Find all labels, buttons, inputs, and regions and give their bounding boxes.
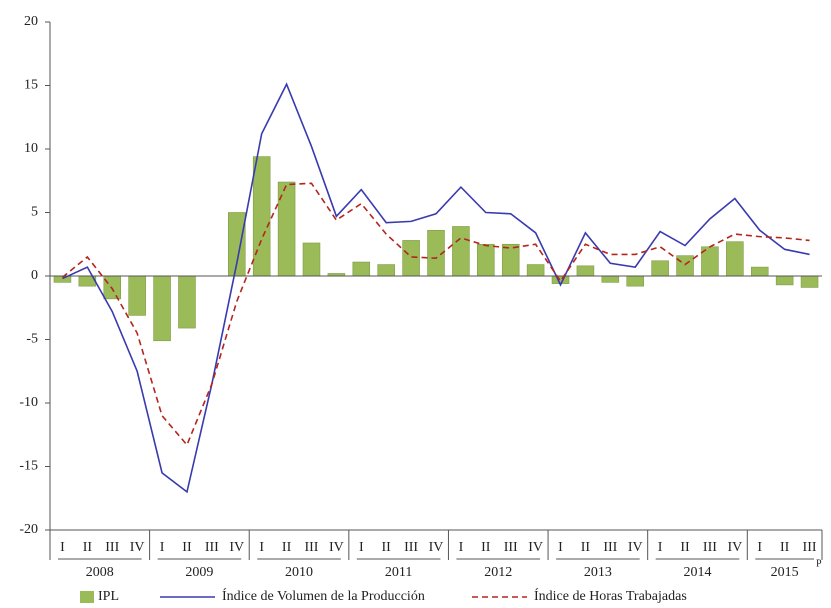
y-tick-label: 10 bbox=[24, 141, 38, 156]
legend-swatch bbox=[80, 591, 94, 603]
x-tick-label: IV bbox=[130, 540, 145, 555]
x-tick-label: IV bbox=[329, 540, 344, 555]
x-tick-label: IV bbox=[429, 540, 444, 555]
y-tick-label: 15 bbox=[24, 78, 38, 93]
year-label: 2013 bbox=[584, 565, 612, 580]
bar bbox=[626, 275, 644, 287]
x-tick-label: II bbox=[680, 540, 690, 555]
year-label: 2011 bbox=[385, 565, 412, 580]
bar bbox=[501, 243, 520, 277]
x-tick-label: III bbox=[603, 540, 617, 555]
x-tick-label: I bbox=[359, 540, 364, 555]
year-note: P bbox=[816, 558, 822, 569]
x-tick-label: III bbox=[703, 540, 717, 555]
bar bbox=[477, 243, 495, 277]
bar bbox=[377, 264, 395, 277]
x-tick-label: II bbox=[282, 540, 292, 555]
x-tick-label: III bbox=[105, 540, 119, 555]
bar bbox=[526, 264, 545, 277]
y-tick-label: -5 bbox=[26, 332, 38, 347]
x-tick-label: I bbox=[658, 540, 663, 555]
x-tick-label: I bbox=[160, 540, 165, 555]
year-label: 2014 bbox=[683, 565, 711, 580]
bar bbox=[153, 275, 171, 342]
x-tick-label: II bbox=[182, 540, 192, 555]
x-tick-label: II bbox=[83, 540, 93, 555]
bar bbox=[128, 275, 146, 316]
y-tick-label: -10 bbox=[19, 395, 38, 410]
x-tick-label: III bbox=[205, 540, 219, 555]
bar bbox=[775, 275, 794, 286]
x-tick-label: III bbox=[803, 540, 817, 555]
year-label: 2009 bbox=[185, 565, 213, 580]
x-tick-label: III bbox=[304, 540, 318, 555]
y-tick-label: 0 bbox=[31, 268, 38, 283]
bar bbox=[750, 266, 769, 277]
line-series bbox=[62, 82, 810, 494]
y-tick-label: 5 bbox=[31, 205, 38, 220]
bar bbox=[178, 275, 196, 329]
bar bbox=[651, 260, 669, 277]
x-tick-label: IV bbox=[727, 540, 742, 555]
bar bbox=[551, 275, 570, 284]
year-label: 2008 bbox=[86, 565, 114, 580]
bar bbox=[800, 275, 819, 288]
year-label: 2015 bbox=[771, 565, 799, 580]
bar bbox=[352, 261, 371, 277]
x-tick-label: II bbox=[481, 540, 491, 555]
bar bbox=[601, 275, 620, 283]
year-label: 2012 bbox=[484, 565, 512, 580]
line-series bbox=[61, 182, 810, 447]
x-tick-label: IV bbox=[229, 540, 244, 555]
y-tick-label: 20 bbox=[24, 14, 38, 29]
bar bbox=[402, 240, 420, 277]
x-tick-label: II bbox=[382, 540, 392, 555]
y-tick-label: -20 bbox=[19, 522, 38, 537]
x-tick-label: IV bbox=[628, 540, 643, 555]
bar bbox=[252, 156, 271, 277]
x-tick-label: IV bbox=[528, 540, 543, 555]
year-label: 2010 bbox=[285, 565, 313, 580]
legend-label: Índice de Volumen de la Producción bbox=[222, 587, 425, 604]
x-tick-label: III bbox=[404, 540, 418, 555]
x-tick-label: I bbox=[558, 540, 563, 555]
x-tick-label: I bbox=[757, 540, 762, 555]
x-tick-label: II bbox=[581, 540, 591, 555]
bar bbox=[452, 226, 470, 277]
x-tick-label: I bbox=[60, 540, 65, 555]
x-tick-label: II bbox=[780, 540, 790, 555]
legend-label: Índice de Horas Trabajadas bbox=[534, 587, 687, 604]
bar bbox=[676, 255, 694, 277]
x-tick-label: I bbox=[459, 540, 464, 555]
bar bbox=[726, 241, 744, 277]
bar bbox=[302, 242, 321, 277]
x-tick-label: III bbox=[504, 540, 518, 555]
bar bbox=[576, 265, 595, 277]
legend-label: IPL bbox=[98, 589, 119, 604]
y-tick-label: -15 bbox=[19, 459, 38, 474]
x-tick-label: I bbox=[259, 540, 264, 555]
